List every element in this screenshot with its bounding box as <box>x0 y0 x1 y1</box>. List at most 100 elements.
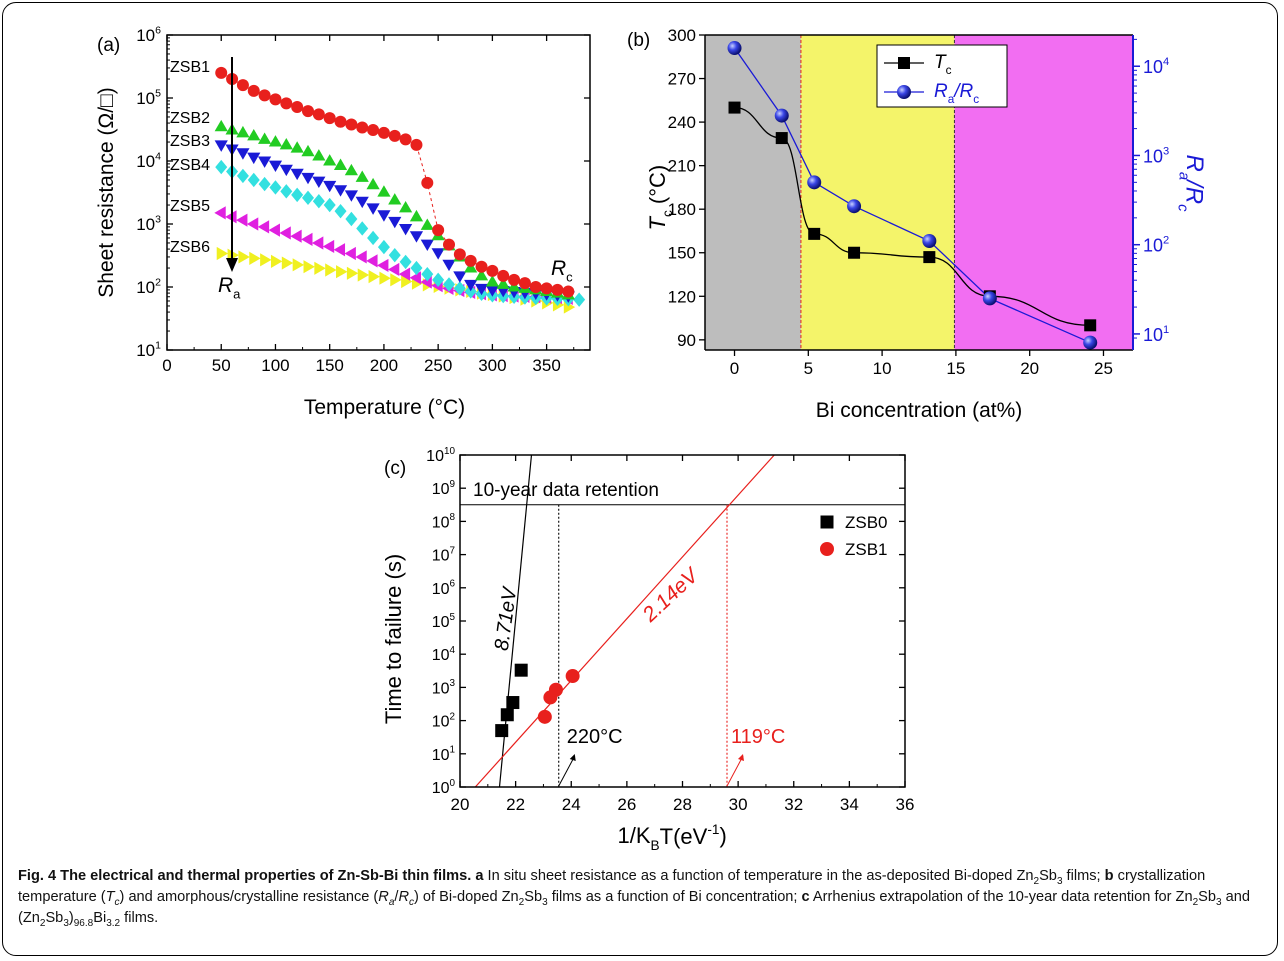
y-tick-label: 240 <box>668 113 696 132</box>
x-tick-label: 34 <box>840 795 859 814</box>
y-tick-label: 210 <box>668 157 696 176</box>
caption-text: films; <box>1062 868 1105 884</box>
caption-sub: 3 <box>542 896 548 908</box>
x-tick-label: 50 <box>212 356 231 375</box>
data-point <box>496 277 510 289</box>
data-point <box>323 112 336 125</box>
axes-frame-a <box>166 34 591 351</box>
data-point <box>453 271 467 283</box>
series-zsb0 <box>495 663 528 738</box>
data-point <box>514 663 528 677</box>
data-point <box>314 261 326 275</box>
caption-text: and (Zn <box>18 889 1250 926</box>
data-point <box>312 149 326 161</box>
data-point <box>214 206 226 220</box>
legend-label-ra-rc: Ra/Rc <box>934 81 979 106</box>
caption-text: ) <box>68 910 74 926</box>
data-point <box>247 172 260 188</box>
y-tick-label: 120 <box>668 287 696 306</box>
data-point <box>508 273 521 286</box>
data-point <box>923 251 936 264</box>
data-point <box>258 156 272 168</box>
data-point <box>268 160 283 173</box>
data-point <box>356 121 369 134</box>
y-tick-label: 103 <box>432 678 456 697</box>
data-point <box>807 175 822 190</box>
temperature-arrow-head <box>738 754 744 761</box>
data-point <box>280 184 293 199</box>
data-point <box>548 682 563 697</box>
y-tick-label: 100 <box>432 778 456 797</box>
series-label: ZSB3 <box>170 133 210 150</box>
y-tick-label: 1010 <box>426 446 455 465</box>
caption-text: T <box>105 889 115 905</box>
series-label: ZSB2 <box>170 110 210 127</box>
data-point <box>367 124 380 137</box>
data-point <box>247 152 261 165</box>
data-point <box>399 254 412 270</box>
data-point <box>323 180 337 193</box>
plot-area-b <box>705 35 1133 350</box>
data-point <box>495 724 509 738</box>
data-point <box>216 246 229 261</box>
data-point <box>301 172 315 185</box>
data-point <box>325 263 337 277</box>
y-tick-label: 102 <box>432 711 456 730</box>
data-point <box>464 279 478 292</box>
temperature-arrow-head <box>569 754 576 761</box>
caption-tag-a: a <box>475 868 484 884</box>
panel-label-b: (b) <box>627 30 650 51</box>
x-tick-label: 20 <box>1020 359 1039 378</box>
legend-marker-ra-rc <box>897 85 911 99</box>
caption-text: Arrhenius extrapolation of the 10-year d… <box>809 889 1193 905</box>
caption-sub: 96.8 <box>73 917 94 929</box>
data-point <box>238 250 250 264</box>
x-tick-label: 250 <box>424 356 452 375</box>
data-point <box>345 118 358 131</box>
y-tick-label: 107 <box>432 545 456 564</box>
x-tick-label: 350 <box>532 356 560 375</box>
data-point <box>336 265 348 279</box>
x-tick-label: 5 <box>804 359 813 378</box>
data-point <box>333 185 348 197</box>
data-point <box>500 708 514 722</box>
data-point <box>982 291 997 306</box>
data-point <box>345 211 358 227</box>
data-point <box>421 176 434 189</box>
x-tick-label: 100 <box>261 356 289 375</box>
y-tick-label: 150 <box>668 244 696 263</box>
x-axis-label-a: Temperature (°C) <box>304 396 465 419</box>
y2-axis-label-b: Ra/Rc <box>1175 155 1208 213</box>
caption-sub: c <box>409 896 414 908</box>
data-point <box>269 93 282 106</box>
data-point <box>1083 335 1098 350</box>
data-point <box>401 274 413 289</box>
x-axis-label-b: Bi concentration (at%) <box>816 399 1023 422</box>
x-ticks-c: 20 22 24 26 28 30 32 34 36 <box>451 455 914 814</box>
caption-text: R <box>398 889 409 905</box>
y-tick-label: 270 <box>668 70 696 89</box>
caption-text: / <box>394 889 399 905</box>
x-axis-label-c: 1/KBT(eV-1) <box>618 822 727 853</box>
data-point <box>421 266 434 282</box>
data-point <box>312 108 325 121</box>
data-point <box>281 256 294 270</box>
data-point <box>260 253 272 267</box>
y-tick-label: 106 <box>136 24 161 45</box>
data-point <box>311 236 324 250</box>
caption-sub: 2 <box>518 896 525 908</box>
data-point <box>562 285 575 298</box>
data-point <box>257 220 270 234</box>
data-point <box>214 119 228 132</box>
data-point <box>390 273 402 287</box>
data-point <box>236 168 249 184</box>
data-point <box>388 193 402 205</box>
data-point <box>377 185 391 197</box>
y-tick-label: 109 <box>432 479 456 498</box>
caption-sub: 2 <box>1033 875 1040 887</box>
data-point <box>464 284 477 299</box>
y-tick-label: 108 <box>432 512 456 531</box>
x-tick-label: 32 <box>784 795 803 814</box>
ra-arrow-head <box>226 258 238 272</box>
